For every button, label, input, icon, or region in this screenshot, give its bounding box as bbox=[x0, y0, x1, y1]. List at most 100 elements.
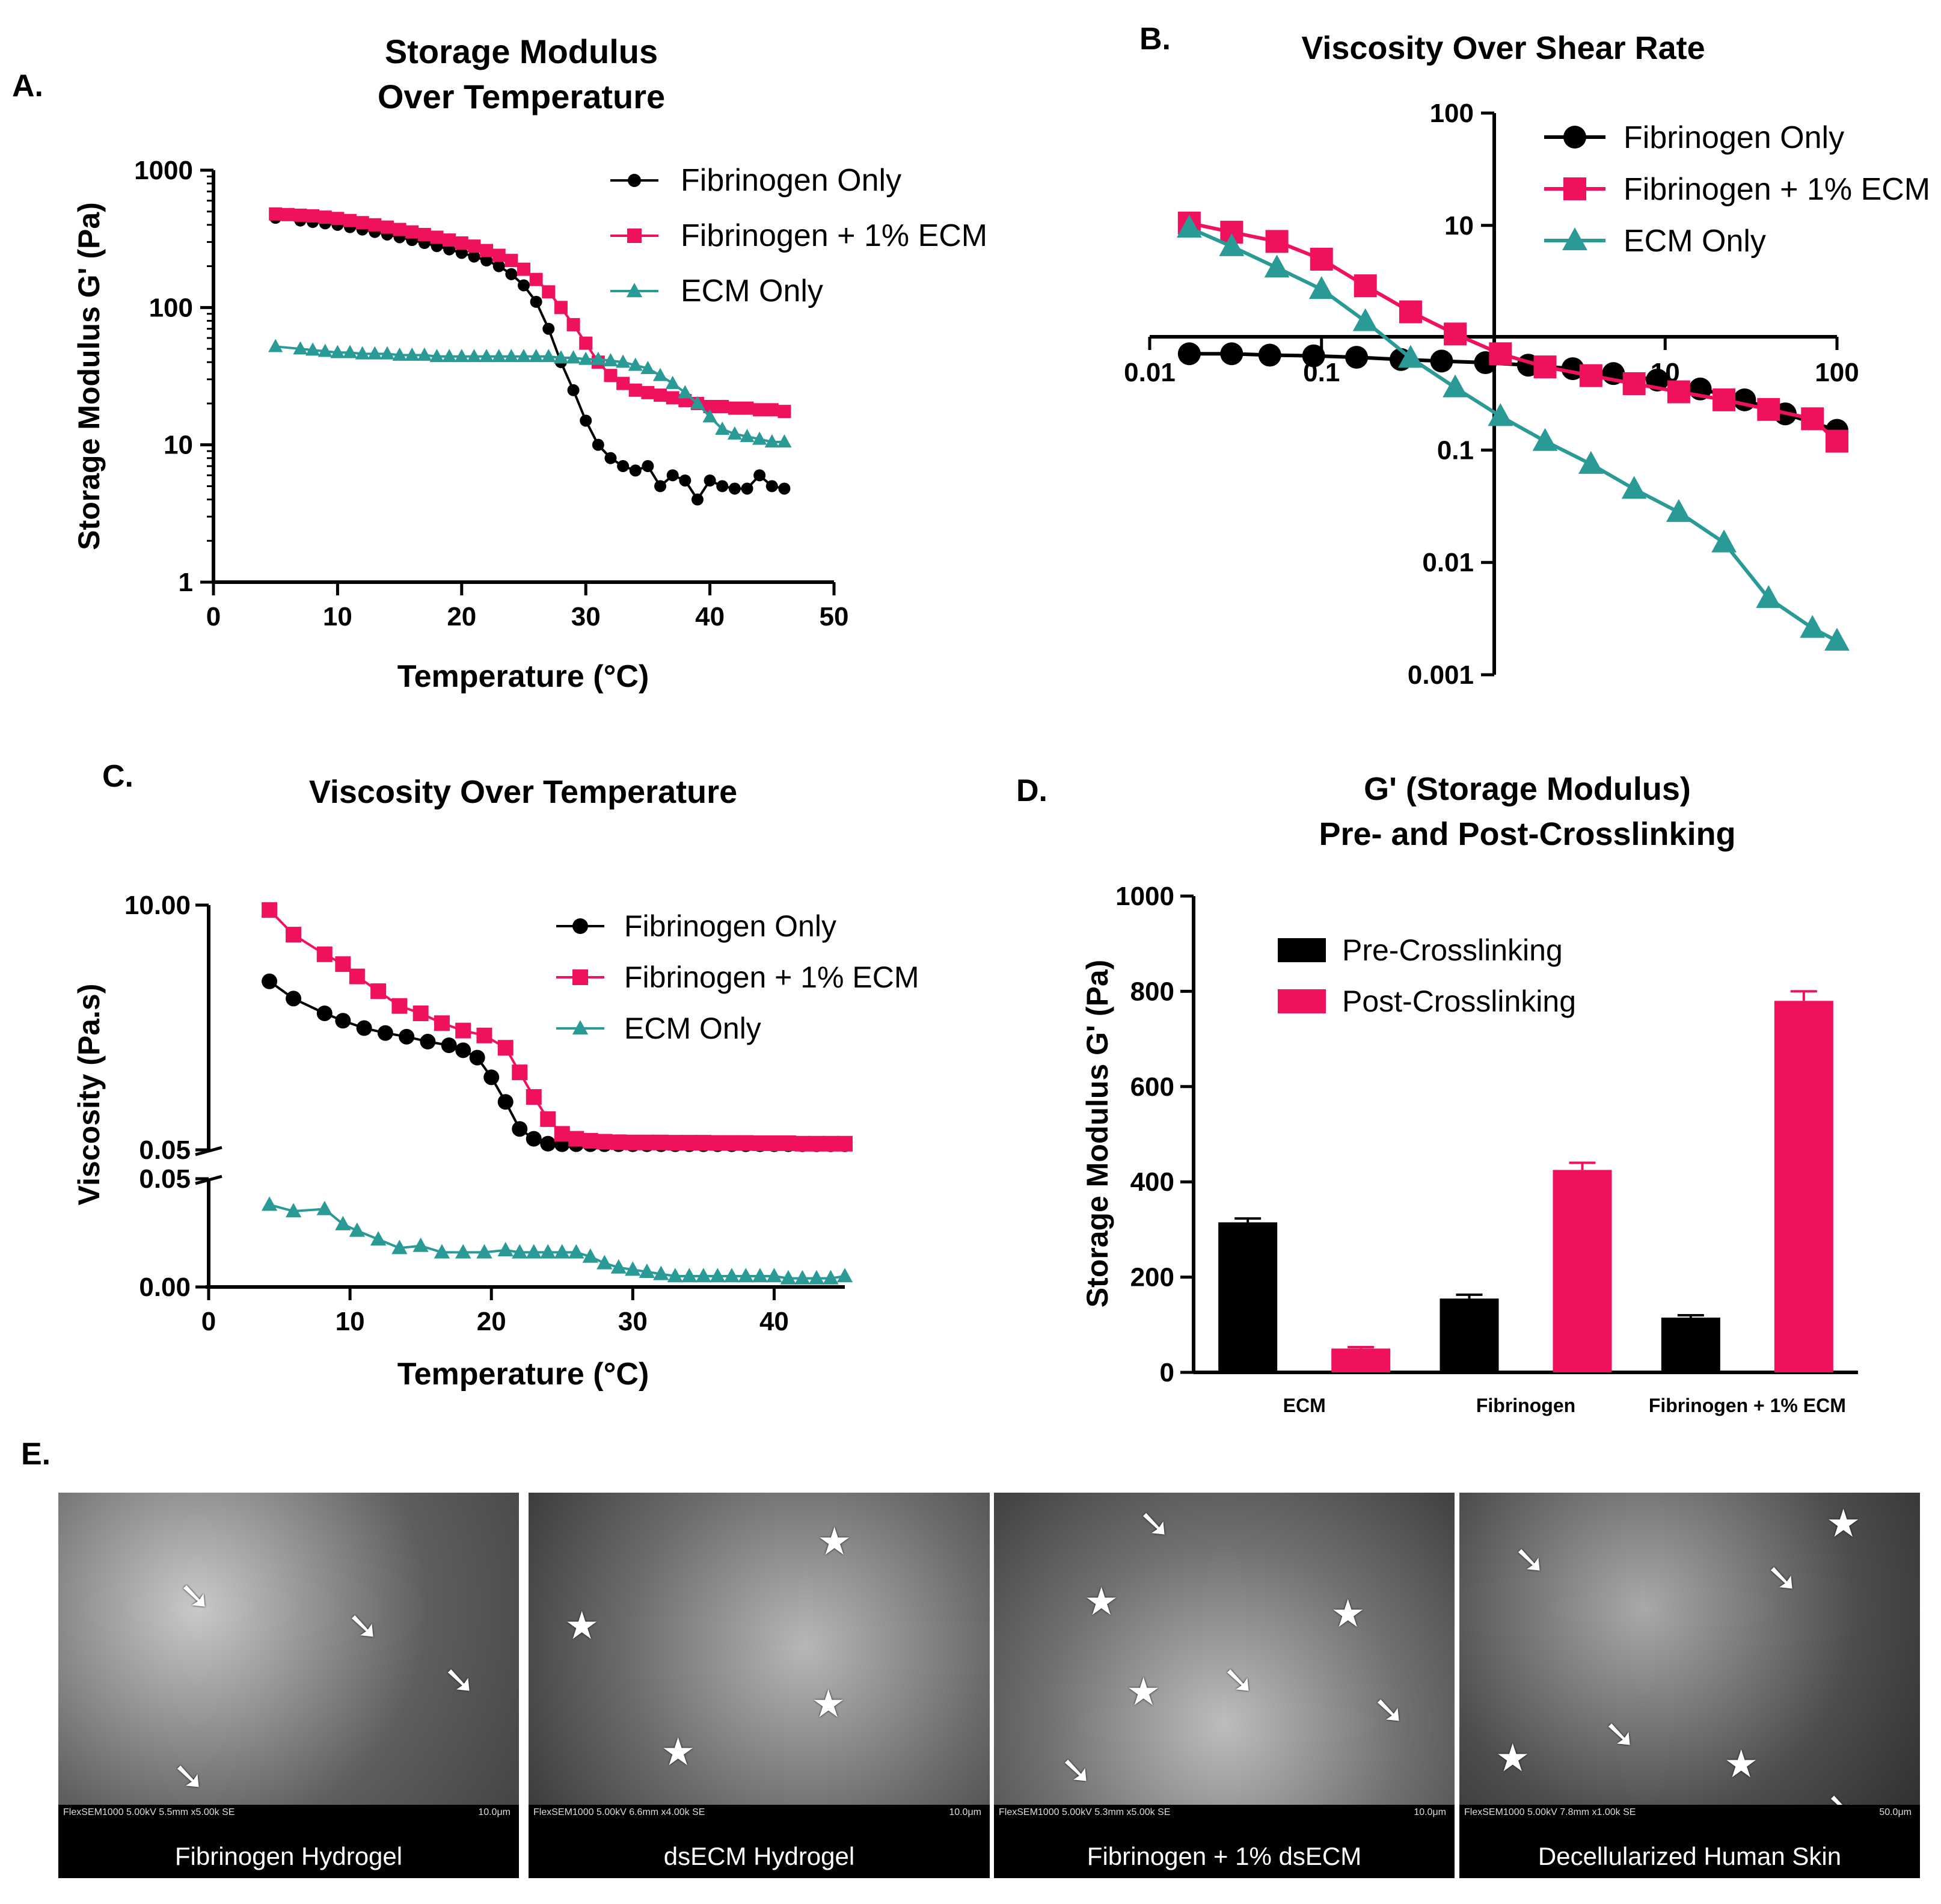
data-point bbox=[480, 254, 493, 267]
legend-marker bbox=[626, 283, 643, 298]
arrow-marker-icon: ➘ bbox=[173, 1754, 205, 1799]
x-tick-label: 20 bbox=[477, 1307, 506, 1336]
x-tick-label: 40 bbox=[759, 1307, 789, 1336]
legend-marker bbox=[1563, 177, 1586, 200]
chart-title-line: Over Temperature bbox=[378, 78, 665, 115]
arrow-marker-icon: ➘ bbox=[179, 1574, 211, 1618]
x-tick-label: 10 bbox=[336, 1307, 365, 1336]
data-point bbox=[610, 1134, 627, 1150]
data-point bbox=[1345, 346, 1369, 369]
x-tick-label: 20 bbox=[447, 602, 476, 631]
y-axis-label: Viscosity (Pa.s) bbox=[72, 984, 106, 1206]
data-point bbox=[703, 400, 717, 414]
data-point bbox=[441, 1037, 457, 1054]
data-point bbox=[1532, 428, 1558, 451]
data-point bbox=[1533, 355, 1557, 379]
sem-scale-bar-label: 10.0μm bbox=[1414, 1807, 1446, 1817]
y-tick-label: 0.1 bbox=[1437, 435, 1474, 465]
data-point bbox=[1220, 342, 1243, 366]
data-point bbox=[777, 405, 791, 419]
star-marker-icon: ★ bbox=[1724, 1742, 1759, 1787]
data-point bbox=[1352, 308, 1378, 331]
star-marker-icon: ★ bbox=[1826, 1502, 1861, 1546]
data-point bbox=[505, 268, 518, 280]
data-point bbox=[516, 349, 532, 363]
data-point bbox=[1308, 276, 1334, 299]
chart-c: Viscosity Over Temperature 0.05 10.00 0.00 0… bbox=[72, 774, 919, 1392]
data-point bbox=[681, 1268, 698, 1283]
x-tick-label: 40 bbox=[695, 602, 725, 631]
data-point bbox=[642, 460, 654, 473]
data-point bbox=[504, 349, 519, 363]
sem-metadata: FlexSEM1000 5.00kV 5.3mm x5.00k SE bbox=[999, 1807, 1171, 1817]
data-point bbox=[765, 403, 779, 417]
data-point bbox=[316, 946, 333, 962]
data-point bbox=[1622, 372, 1646, 395]
data-point bbox=[794, 1135, 811, 1152]
legend-label: Fibrinogen + 1% ECM bbox=[681, 218, 987, 253]
data-point bbox=[417, 227, 431, 241]
x-tick-label: 50 bbox=[820, 602, 849, 631]
data-point bbox=[1177, 342, 1201, 366]
data-point bbox=[1264, 254, 1290, 278]
bar-pink bbox=[1774, 1001, 1833, 1372]
data-point bbox=[1265, 230, 1289, 253]
data-point bbox=[316, 1200, 333, 1215]
data-point bbox=[281, 207, 295, 221]
data-point bbox=[349, 968, 365, 984]
legend-marker bbox=[572, 1020, 589, 1035]
y-axis-label: Storage Modulus G' (Pa) bbox=[72, 202, 106, 550]
data-point bbox=[286, 990, 302, 1007]
x-tick-label: 0 bbox=[206, 602, 221, 631]
data-point bbox=[777, 434, 792, 448]
data-point bbox=[610, 1259, 627, 1274]
panel-letter-b: B. bbox=[1139, 22, 1171, 57]
data-point bbox=[628, 357, 643, 371]
data-point bbox=[1757, 398, 1780, 421]
data-point bbox=[1444, 322, 1467, 346]
data-point bbox=[542, 285, 556, 299]
legend-marker bbox=[627, 229, 642, 243]
data-point bbox=[434, 1244, 450, 1259]
data-point bbox=[526, 1131, 542, 1147]
data-point bbox=[625, 1134, 641, 1150]
data-point bbox=[723, 1268, 740, 1283]
data-point bbox=[497, 1242, 514, 1256]
y-tick-label: 10 bbox=[1444, 211, 1474, 241]
star-marker-icon: ★ bbox=[1126, 1670, 1161, 1715]
data-point bbox=[1430, 349, 1453, 373]
data-point bbox=[512, 1064, 528, 1081]
data-point bbox=[529, 349, 544, 363]
data-point bbox=[391, 998, 408, 1014]
legend-label: Fibrinogen Only bbox=[681, 163, 901, 198]
arrow-marker-icon: ➘ bbox=[1513, 1538, 1546, 1582]
legend-label: ECM Only bbox=[624, 1012, 761, 1045]
arrow-marker-icon: ➘ bbox=[1373, 1688, 1405, 1733]
data-point bbox=[625, 1261, 641, 1276]
data-point bbox=[616, 354, 631, 368]
data-point bbox=[305, 342, 320, 356]
data-point bbox=[331, 212, 345, 226]
data-point bbox=[1310, 248, 1333, 271]
data-point bbox=[780, 1135, 796, 1151]
data-point bbox=[837, 1135, 853, 1152]
data-point bbox=[370, 1231, 387, 1245]
data-point bbox=[740, 401, 754, 415]
data-point bbox=[285, 1203, 302, 1218]
data-point bbox=[479, 349, 494, 363]
data-point bbox=[512, 1121, 528, 1137]
chart-d: G' (Storage Modulus) Pre- and Post-Crossl… bbox=[1081, 771, 1858, 1416]
x-tick-label: 30 bbox=[618, 1307, 648, 1336]
data-point bbox=[691, 493, 704, 506]
data-point bbox=[268, 339, 283, 352]
data-point bbox=[823, 1135, 839, 1152]
y-tick-label: 1000 bbox=[1115, 882, 1174, 911]
panel-letter-e: E. bbox=[21, 1434, 51, 1437]
data-point bbox=[639, 1264, 655, 1278]
sem-metadata: FlexSEM1000 5.00kV 7.8mm x1.00k SE bbox=[1464, 1807, 1636, 1817]
data-point bbox=[590, 351, 606, 365]
data-point bbox=[335, 1013, 351, 1029]
data-point bbox=[391, 1239, 408, 1254]
data-point bbox=[794, 1270, 811, 1285]
y-axis-label: Storage Modulus G' (Pa) bbox=[1081, 960, 1114, 1308]
